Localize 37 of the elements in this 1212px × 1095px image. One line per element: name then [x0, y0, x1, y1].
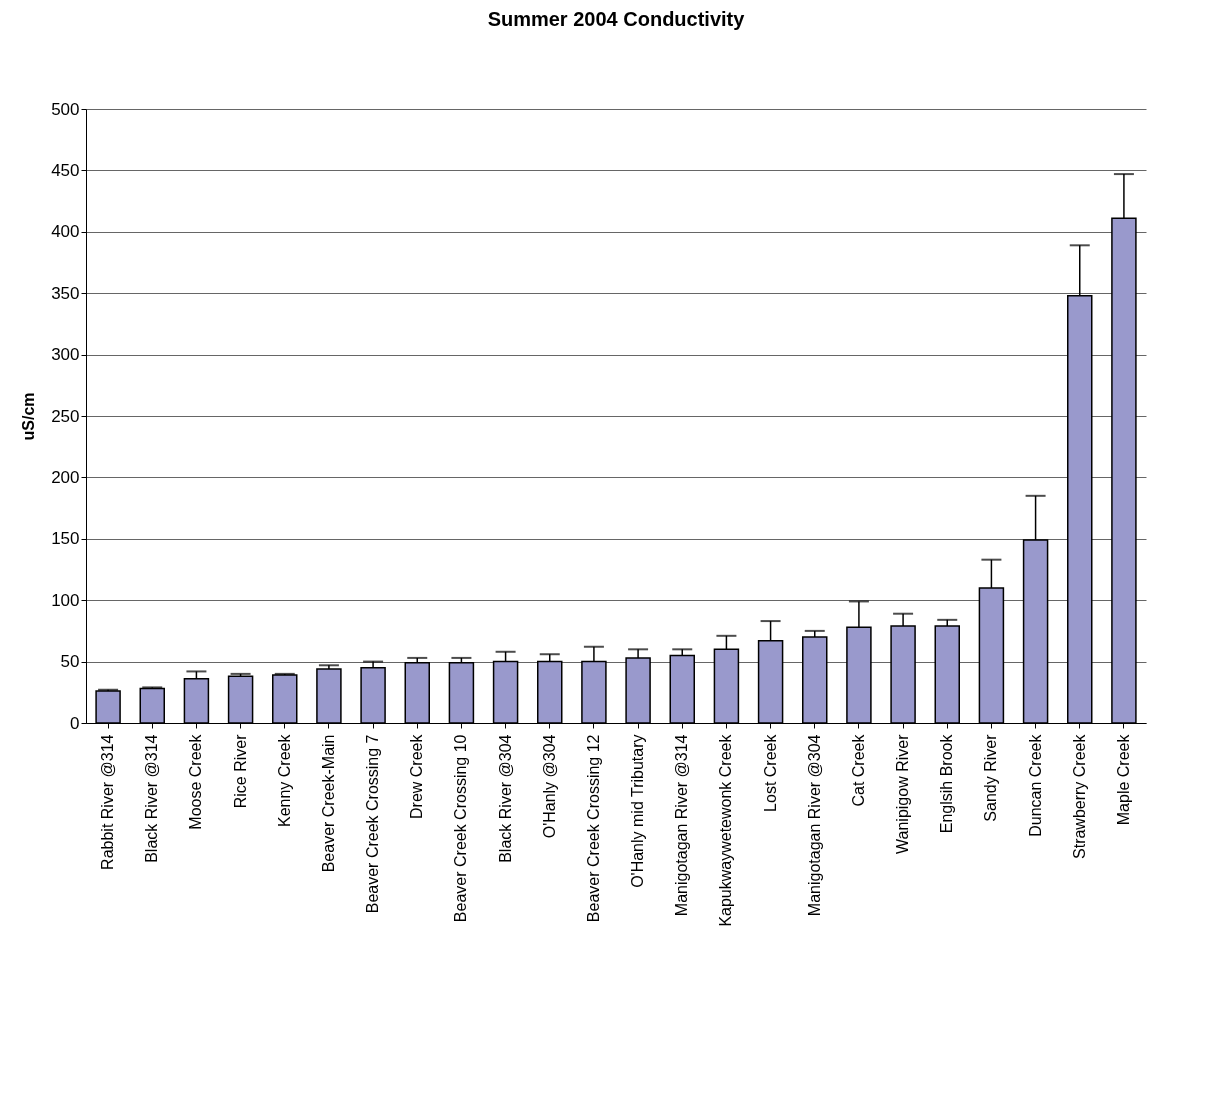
x-tick-label: Kenny Creek — [275, 733, 293, 827]
y-tick-label: 300 — [51, 345, 80, 365]
x-tick-label: Rabbit River @314 — [99, 734, 117, 870]
x-tick-label: Cat Creek — [849, 733, 867, 807]
y-tick-label: 0 — [70, 713, 80, 733]
x-tick-label: Black River @314 — [143, 734, 161, 863]
x-tick-label: Strawberry Creek — [1070, 733, 1088, 859]
y-tick-label: 450 — [51, 160, 80, 180]
x-tick-label: Beaver Creek Crossing 12 — [584, 734, 602, 923]
x-tick-label: Rice River — [231, 733, 249, 809]
x-tick-label: Beaver Creek-Main — [319, 734, 337, 873]
chart-title: Summer 2004 Conductivity — [487, 8, 746, 30]
x-tick-label: Duncan Creek — [1026, 733, 1044, 837]
y-axis-title: uS/cm — [20, 392, 38, 441]
y-tick-label: 200 — [51, 467, 80, 487]
x-tick-label: Beaver Creek Crossing 10 — [452, 734, 470, 923]
x-tick-label: Englsih Brook — [938, 733, 956, 834]
y-tick-label: 400 — [51, 222, 80, 242]
y-tick-label: 100 — [51, 590, 80, 610]
x-tick-label: Manigotagan River @304 — [805, 734, 823, 917]
x-tick-label: Drew Creek — [408, 733, 426, 819]
y-tick-label: 250 — [51, 406, 80, 426]
x-tick-label: O'Hanly mid Tributary — [629, 734, 647, 888]
y-tick-label: 150 — [51, 529, 80, 549]
x-tick-label: Manigotagan River @314 — [673, 734, 691, 917]
x-tick-label: Beaver Creek Crossing 7 — [364, 734, 382, 914]
x-tick-label: Kapukwaywetewonk Creek — [717, 733, 735, 927]
x-tick-label: Sandy River — [982, 733, 1000, 822]
x-tick-label: O'Hanly @304 — [540, 734, 558, 839]
x-tick-label: Moose Creek — [187, 733, 205, 830]
x-tick-label: Maple Creek — [1114, 733, 1132, 826]
y-tick-label: 50 — [60, 652, 80, 672]
y-tick-label: 350 — [51, 283, 80, 303]
x-tick-label: Wanipigow River — [894, 733, 912, 854]
y-tick-label: 500 — [51, 99, 80, 119]
x-tick-label: Lost Creek — [761, 733, 779, 812]
x-tick-label: Black River @304 — [496, 734, 514, 863]
